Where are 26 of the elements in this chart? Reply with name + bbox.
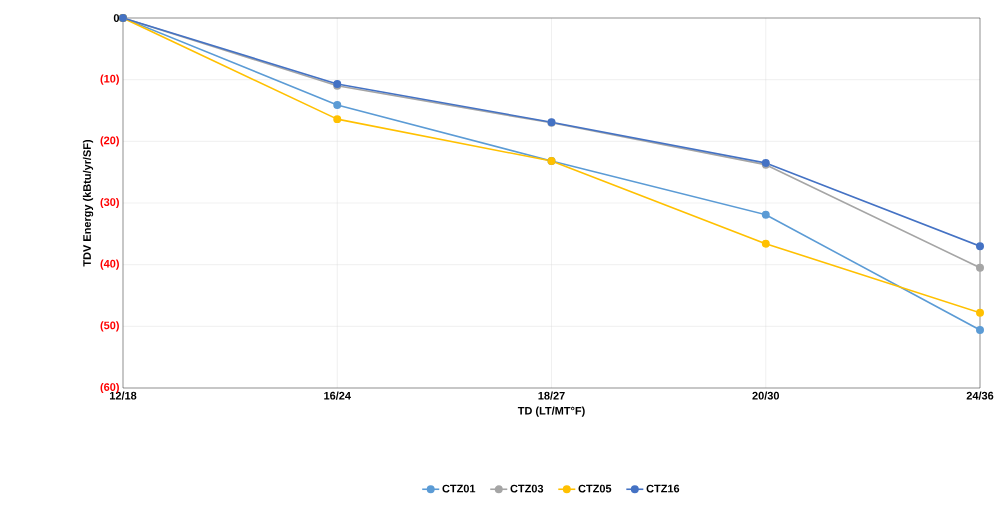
x-tick-label: 20/30 xyxy=(752,391,780,400)
y-tick-label: (60) xyxy=(100,382,119,394)
point xyxy=(333,100,342,109)
legend-label: CTZ01 xyxy=(442,484,476,493)
x-tick-label: 24/36 xyxy=(966,391,994,400)
legend-label: CTZ05 xyxy=(578,484,612,493)
point xyxy=(976,326,984,335)
x-tick-label: 16/24 xyxy=(324,391,351,400)
legend-label: CTZ16 xyxy=(646,484,680,493)
y-tick-label: (50) xyxy=(100,321,119,332)
point xyxy=(976,308,984,317)
x-axis-title: TD (LT/MT°F) xyxy=(517,406,585,417)
y-tick-label: (20) xyxy=(100,136,119,147)
point xyxy=(976,242,984,251)
point xyxy=(333,115,342,124)
y-tick-label: (10) xyxy=(100,74,119,85)
y-tick-label: (30) xyxy=(100,197,119,209)
y-tick-label: 0 xyxy=(113,14,120,22)
point xyxy=(761,210,770,219)
x-tick-label: 12/18 xyxy=(109,391,137,400)
legend-label: CTZ03 xyxy=(510,484,544,493)
y-axis-title: TDV Energy (kBtu/yr/SF) xyxy=(82,139,94,267)
point xyxy=(976,263,984,272)
point xyxy=(761,239,770,248)
x-tick-label: 18/27 xyxy=(538,391,565,400)
y-tick-label: (40) xyxy=(100,259,119,270)
